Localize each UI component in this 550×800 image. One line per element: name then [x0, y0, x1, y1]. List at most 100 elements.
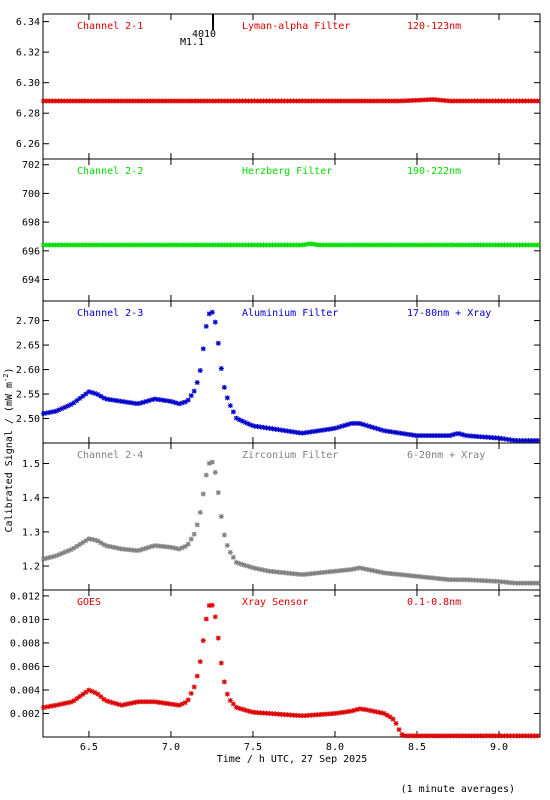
data-point: [50, 242, 56, 248]
data-point: [101, 242, 107, 248]
data-point: [203, 616, 209, 622]
data-point: [453, 431, 459, 437]
data-point: [113, 701, 119, 707]
data-point: [101, 696, 107, 702]
data-point: [300, 242, 306, 248]
data-point: [423, 574, 429, 580]
data-point: [276, 98, 282, 104]
data-point: [59, 406, 65, 412]
data-point: [131, 98, 137, 104]
data-point: [429, 575, 435, 581]
data-point: [336, 568, 342, 574]
data-point: [143, 398, 149, 404]
data-point: [267, 425, 273, 431]
data-point: [273, 569, 279, 575]
data-point: [417, 242, 423, 248]
data-point: [402, 242, 408, 248]
data-point: [65, 548, 71, 554]
data-point: [378, 569, 384, 575]
data-point: [273, 711, 279, 717]
data-point: [221, 384, 227, 390]
data-point: [321, 98, 327, 104]
data-point: [369, 567, 375, 573]
data-point: [393, 242, 399, 248]
data-point: [375, 426, 381, 432]
data-point: [92, 390, 98, 396]
data-point: [354, 242, 360, 248]
data-point: [53, 702, 59, 708]
data-point: [68, 699, 74, 705]
data-point: [375, 709, 381, 715]
data-point: [270, 569, 276, 575]
data-point: [194, 98, 200, 104]
data-point: [504, 579, 510, 585]
data-point: [251, 565, 257, 571]
data-point: [529, 242, 535, 248]
data-point: [381, 98, 387, 104]
data-point: [47, 242, 53, 248]
data-point: [152, 242, 158, 248]
data-point: [227, 549, 233, 555]
data-point: [146, 544, 152, 550]
panel-5: 0.002 0.004 0.006 0.008 0.010 0.012 GOES Xray S…: [10, 589, 541, 739]
data-point: [489, 733, 495, 739]
data-point: [450, 733, 456, 739]
data-point: [233, 415, 239, 421]
data-point: [285, 712, 291, 718]
data-point: [209, 459, 215, 465]
band-label: 17-80nm + Xray: [407, 308, 491, 319]
data-point: [179, 98, 185, 104]
data-point: [155, 98, 161, 104]
data-point: [366, 423, 372, 429]
data-point: [444, 733, 450, 739]
y-axis-label-main: Calibrated Signal / (mW m: [4, 382, 15, 533]
data-point: [104, 98, 110, 104]
data-point: [495, 242, 501, 248]
data-point: [396, 98, 402, 104]
data-point: [179, 545, 185, 551]
data-point: [342, 98, 348, 104]
data-point: [77, 395, 83, 401]
data-point: [254, 566, 260, 572]
data-point: [164, 98, 170, 104]
data-point: [474, 433, 480, 439]
data-point: [276, 242, 282, 248]
data-point: [194, 379, 200, 385]
annotation-line2: M1.1: [180, 37, 204, 48]
data-point: [514, 242, 520, 248]
data-point: [387, 571, 393, 577]
data-point: [113, 98, 119, 104]
data-point: [86, 242, 92, 248]
data-point: [122, 242, 128, 248]
data-point: [218, 513, 224, 519]
data-point: [137, 699, 143, 705]
data-point: [137, 98, 143, 104]
data-point: [471, 242, 477, 248]
data-point: [507, 437, 513, 443]
data-point: [333, 242, 339, 248]
data-point: [188, 393, 194, 399]
data-point: [532, 438, 538, 444]
data-point: [387, 429, 393, 435]
data-point: [510, 242, 516, 248]
data-point: [345, 709, 351, 715]
data-point: [173, 242, 179, 248]
data-point: [191, 242, 197, 248]
data-point: [128, 98, 134, 104]
data-point: [191, 388, 197, 394]
data-point: [122, 98, 128, 104]
data-point: [315, 242, 321, 248]
data-point: [420, 97, 426, 103]
data-point: [333, 98, 339, 104]
data-point: [227, 697, 233, 703]
y-tick-label: 1.4: [22, 493, 40, 504]
data-point: [514, 438, 520, 444]
data-point: [254, 710, 260, 716]
data-point: [363, 98, 369, 104]
data-point: [285, 242, 291, 248]
data-point: [468, 242, 474, 248]
data-point: [279, 569, 285, 575]
data-point: [137, 242, 143, 248]
annotation-line1: 4010: [192, 29, 216, 40]
data-point: [498, 435, 504, 441]
